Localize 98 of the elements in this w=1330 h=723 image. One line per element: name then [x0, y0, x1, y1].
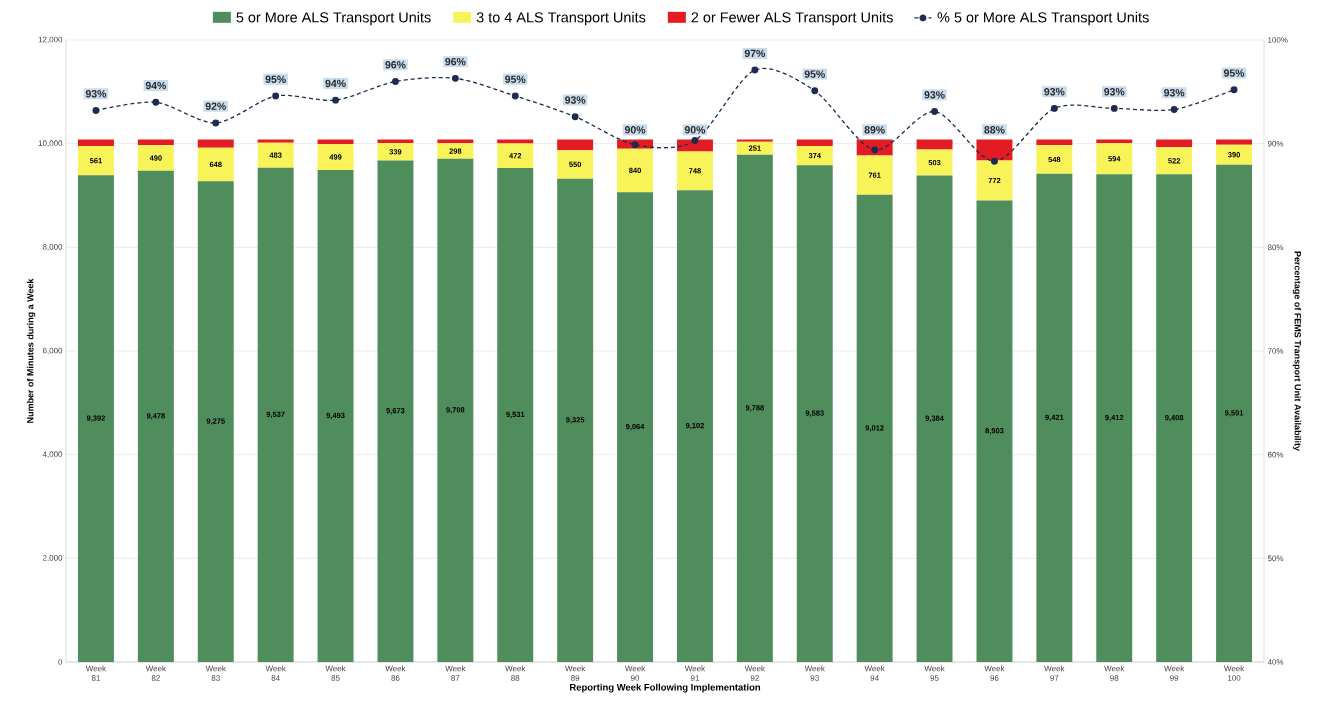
- data-label: 90%: [684, 126, 706, 134]
- data-label: 95%: [804, 70, 825, 78]
- point: [1050, 104, 1058, 112]
- bar: [257, 167, 294, 662]
- legend-label: % 5 or More ALS Transport Units: [937, 11, 1149, 26]
- bar: [736, 141, 773, 155]
- data-label: 96%: [385, 61, 406, 69]
- data-label: 95%: [265, 75, 286, 83]
- bar: [77, 146, 114, 176]
- data-label: 88%: [984, 126, 1005, 134]
- bar: [197, 181, 234, 662]
- bar: [497, 139, 534, 144]
- bar: [916, 175, 953, 662]
- data-label: 96%: [445, 57, 466, 66]
- data-label: 93%: [1044, 88, 1065, 96]
- bar: [916, 139, 953, 150]
- legend-label: 2 or Fewer ALS Transport Units: [691, 11, 893, 26]
- bar: [1036, 145, 1073, 174]
- bar: [77, 175, 114, 662]
- bar: [976, 139, 1013, 161]
- point: [1230, 86, 1238, 94]
- bar: [1156, 139, 1193, 148]
- point: [92, 107, 100, 114]
- bar: [257, 139, 294, 143]
- point: [871, 146, 879, 154]
- data-label: 94%: [325, 79, 346, 88]
- point: [332, 96, 339, 104]
- point: [511, 92, 519, 100]
- bar: [1156, 174, 1193, 662]
- bar: [557, 178, 594, 662]
- point: [1110, 104, 1118, 112]
- data-label: 95%: [1223, 69, 1245, 77]
- point: [571, 113, 579, 121]
- bar: [736, 139, 773, 142]
- bar: [796, 145, 833, 166]
- bar: [1096, 143, 1133, 175]
- bar: [317, 169, 354, 662]
- point: [691, 137, 699, 145]
- bar: [77, 139, 114, 147]
- bar: [976, 200, 1013, 662]
- bar: [1156, 147, 1193, 175]
- bar: [617, 148, 654, 193]
- bar: [676, 151, 713, 191]
- bar: [976, 160, 1013, 201]
- legend-label: 3 to 4 ALS Transport Units: [476, 11, 646, 26]
- data-label: 89%: [864, 126, 885, 134]
- bar: [1036, 173, 1073, 662]
- bar: [197, 139, 234, 148]
- point: [392, 78, 399, 85]
- bar: [1216, 139, 1253, 145]
- bar: [1096, 174, 1133, 662]
- bar: [796, 165, 833, 662]
- point: [931, 108, 939, 115]
- point: [152, 98, 160, 106]
- point: [751, 66, 759, 74]
- bar: [437, 158, 474, 662]
- bar: [916, 149, 953, 176]
- data-label: 92%: [205, 102, 226, 110]
- bar: [1216, 164, 1253, 662]
- bar: [317, 144, 354, 170]
- bar: [197, 147, 234, 182]
- bar: [377, 143, 414, 161]
- y2-axis-title: Percentage of FEMS Transport Unit Availability: [1292, 251, 1302, 451]
- bar: [796, 139, 833, 146]
- data-label: 95%: [505, 75, 526, 83]
- bar: [676, 190, 713, 662]
- point: [631, 141, 639, 149]
- bar: [1216, 144, 1253, 165]
- bar: [377, 160, 414, 662]
- bar: [856, 155, 893, 195]
- data-label: 93%: [565, 96, 586, 104]
- bar: [137, 170, 174, 662]
- bar: [497, 143, 534, 168]
- legend-label: 5 or More ALS Transport Units: [236, 11, 431, 26]
- data-label: 93%: [85, 90, 107, 98]
- bar: [557, 150, 594, 179]
- bar: [617, 192, 654, 662]
- point: [272, 92, 280, 100]
- x-axis-title: Reporting Week Following Implementation: [570, 683, 761, 693]
- data-label: 93%: [1104, 88, 1125, 96]
- bar: [736, 154, 773, 662]
- y-axis-title: Number of Minutes during a Week: [26, 278, 36, 423]
- point: [212, 119, 220, 127]
- data-label: 97%: [744, 49, 766, 58]
- bar: [856, 194, 893, 662]
- data-label: 94%: [145, 81, 167, 90]
- point: [811, 87, 819, 95]
- data-label: 90%: [624, 126, 646, 134]
- point: [1170, 106, 1178, 113]
- bar: [557, 139, 594, 151]
- point: [991, 157, 998, 165]
- bar: [137, 145, 174, 171]
- bar: [497, 167, 534, 662]
- point: [451, 74, 459, 82]
- data-label: 93%: [924, 91, 945, 99]
- data-label: 93%: [1164, 89, 1185, 97]
- bar: [257, 142, 294, 168]
- bar: [437, 143, 474, 159]
